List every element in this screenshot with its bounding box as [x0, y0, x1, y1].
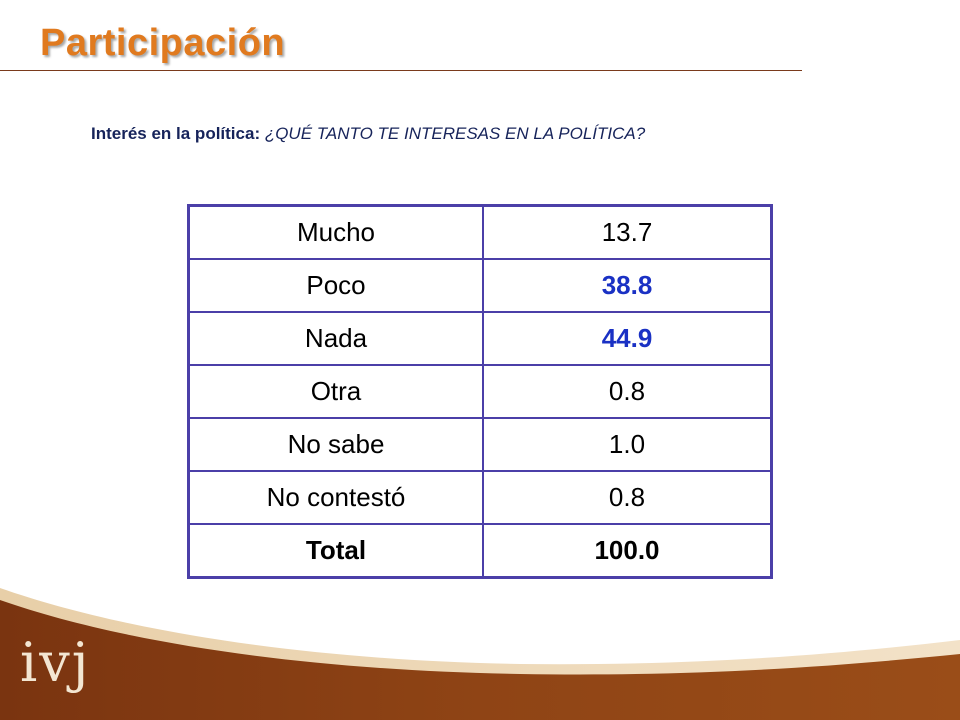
row-value: 1.0	[482, 417, 773, 472]
row-value: 38.8	[482, 258, 773, 313]
title-divider	[0, 70, 802, 71]
question-subtitle: Interés en la política: ¿QUÉ TANTO TE IN…	[91, 124, 645, 144]
row-label: No sabe	[187, 417, 484, 472]
table-row: Otra 0.8	[187, 364, 773, 419]
row-value: 44.9	[482, 311, 773, 366]
table-total-row: Total 100.0	[187, 523, 773, 579]
row-label: No contestó	[187, 470, 484, 525]
results-table: Mucho 13.7 Poco 38.8 Nada 44.9 Otra 0.8 …	[187, 204, 773, 579]
slide-title: Participación	[40, 22, 286, 64]
row-value: 0.8	[482, 364, 773, 419]
row-value: 0.8	[482, 470, 773, 525]
table-row: No contestó 0.8	[187, 470, 773, 525]
table-row: Poco 38.8	[187, 258, 773, 313]
footer-swoosh	[0, 588, 960, 720]
total-value: 100.0	[482, 523, 773, 579]
row-label: Nada	[187, 311, 484, 366]
total-label: Total	[187, 523, 484, 579]
subtitle-lead: Interés en la política:	[91, 124, 265, 143]
footer-brown-band	[0, 600, 960, 720]
row-label: Mucho	[187, 204, 484, 260]
table-row: No sabe 1.0	[187, 417, 773, 472]
table-row: Mucho 13.7	[187, 204, 773, 260]
row-label: Otra	[187, 364, 484, 419]
subtitle-question: ¿QUÉ TANTO TE INTERESAS EN LA POLÍTICA?	[264, 124, 646, 143]
ivj-logo: ivj	[20, 631, 91, 694]
row-label: Poco	[187, 258, 484, 313]
table-row: Nada 44.9	[187, 311, 773, 366]
row-value: 13.7	[482, 204, 773, 260]
